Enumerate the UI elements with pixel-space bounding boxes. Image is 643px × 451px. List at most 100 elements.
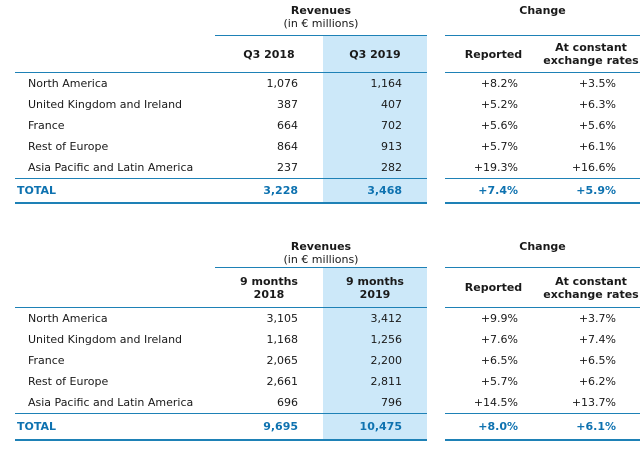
column-gap <box>427 73 445 94</box>
change-reported: +6.5% <box>480 354 518 367</box>
spacer <box>15 240 215 268</box>
column-gap <box>427 178 445 204</box>
change-reported: +5.7% <box>480 140 518 153</box>
total-label: TOTAL <box>15 413 215 441</box>
total-value-2018: 3,228 <box>215 178 323 204</box>
column-gap <box>427 371 445 392</box>
revenues-header: Revenues (in € millions) <box>215 4 427 36</box>
total-change-constant: +5.9% <box>542 178 640 204</box>
spacer <box>15 36 215 73</box>
change-constant: +7.4% <box>578 333 616 346</box>
column-header-q3-2019: Q3 2019 <box>323 36 427 73</box>
change-constant: +3.7% <box>578 312 616 325</box>
row-label: United Kingdom and Ireland <box>28 333 183 346</box>
value-2019: 1,256 <box>323 329 427 350</box>
row-label: North America <box>28 77 108 90</box>
column-header-reported: Reported <box>445 36 542 73</box>
change-title: Change <box>519 4 566 17</box>
change-constant: +6.1% <box>578 140 616 153</box>
column-gap <box>427 94 445 115</box>
value-2019: 407 <box>323 94 427 115</box>
change-reported: +9.9% <box>480 312 518 325</box>
total-change-reported: +7.4% <box>445 178 542 204</box>
change-title: Change <box>519 240 566 253</box>
value-2019: 2,200 <box>323 350 427 371</box>
value-2019: 913 <box>323 136 427 157</box>
total-label: TOTAL <box>15 178 215 204</box>
column-header-constant-rates: At constant exchange rates <box>542 36 640 73</box>
change-reported: +14.5% <box>473 396 518 409</box>
row-label: North America <box>28 312 108 325</box>
column-gap <box>427 350 445 371</box>
value-2018: 2,661 <box>266 375 299 388</box>
change-reported: +5.2% <box>480 98 518 111</box>
column-gap <box>427 240 445 268</box>
revenues-title: Revenues <box>290 240 352 253</box>
change-constant: +13.7% <box>571 396 616 409</box>
value-2019: 3,412 <box>323 308 427 329</box>
value-2018: 3,105 <box>266 312 299 325</box>
row-label: Asia Pacific and Latin America <box>28 396 194 409</box>
value-2019: 2,811 <box>323 371 427 392</box>
revenue-report-page: Revenues (in € millions) Change Q3 2018 … <box>15 4 640 441</box>
value-2018: 2,065 <box>266 354 299 367</box>
q3-revenue-table: Revenues (in € millions) Change Q3 2018 … <box>15 4 640 204</box>
row-label: France <box>28 354 65 367</box>
value-2019: 702 <box>323 115 427 136</box>
value-2018: 664 <box>277 119 298 132</box>
total-value-2019: 3,468 <box>323 178 427 204</box>
value-2019: 282 <box>323 157 427 178</box>
total-value-2018: 9,695 <box>215 413 323 441</box>
row-label: Rest of Europe <box>28 140 109 153</box>
revenues-title: Revenues <box>290 4 352 17</box>
spacer <box>15 268 215 308</box>
column-header-constant-rates: At constant exchange rates <box>542 268 640 308</box>
value-2018: 1,168 <box>266 333 299 346</box>
row-label: France <box>28 119 65 132</box>
column-gap <box>427 308 445 329</box>
column-gap <box>427 329 445 350</box>
spacer <box>15 4 215 36</box>
change-header: Change <box>445 240 640 268</box>
value-2018: 1,076 <box>266 77 299 90</box>
change-reported: +8.2% <box>480 77 518 90</box>
column-gap <box>427 392 445 413</box>
total-value-2019: 10,475 <box>323 413 427 441</box>
column-header-q3-2018: Q3 2018 <box>215 36 323 73</box>
value-2018: 387 <box>277 98 298 111</box>
change-constant: +6.3% <box>578 98 616 111</box>
column-header-reported: Reported <box>445 268 542 308</box>
nine-months-revenue-table: Revenues (in € millions) Change 9 months… <box>15 240 640 441</box>
change-reported: +5.6% <box>480 119 518 132</box>
change-reported: +5.7% <box>480 375 518 388</box>
column-header-9m-2019: 9 months 2019 <box>323 268 427 308</box>
total-change-reported: +8.0% <box>445 413 542 441</box>
row-label: United Kingdom and Ireland <box>28 98 183 111</box>
change-constant: +5.6% <box>578 119 616 132</box>
value-2019: 796 <box>323 392 427 413</box>
value-2019: 1,164 <box>323 73 427 94</box>
change-header: Change <box>445 4 640 36</box>
value-2018: 237 <box>277 161 298 174</box>
value-2018: 864 <box>277 140 298 153</box>
change-constant: +6.5% <box>578 354 616 367</box>
column-gap <box>427 36 445 73</box>
row-label: Asia Pacific and Latin America <box>28 161 194 174</box>
column-gap <box>427 268 445 308</box>
change-constant: +3.5% <box>578 77 616 90</box>
change-reported: +19.3% <box>473 161 518 174</box>
change-constant: +6.2% <box>578 375 616 388</box>
change-reported: +7.6% <box>480 333 518 346</box>
revenues-header: Revenues (in € millions) <box>215 240 427 268</box>
column-gap <box>427 157 445 178</box>
column-gap <box>427 413 445 441</box>
change-constant: +16.6% <box>571 161 616 174</box>
row-label: Rest of Europe <box>28 375 109 388</box>
revenues-subtitle: (in € millions) <box>283 253 359 266</box>
column-header-9m-2018: 9 months 2018 <box>215 268 323 308</box>
column-gap <box>427 115 445 136</box>
column-gap <box>427 4 445 36</box>
column-gap <box>427 136 445 157</box>
total-change-constant: +6.1% <box>542 413 640 441</box>
value-2018: 696 <box>277 396 298 409</box>
